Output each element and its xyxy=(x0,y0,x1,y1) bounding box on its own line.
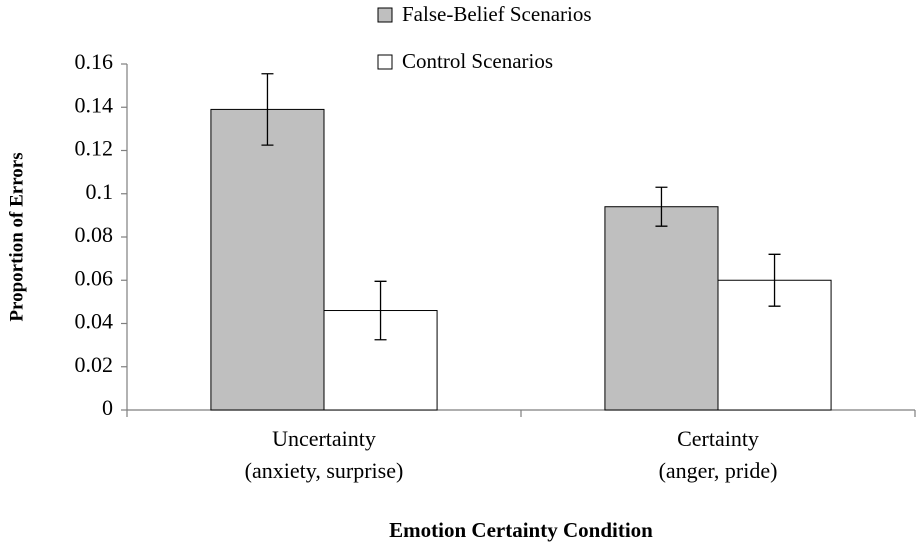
y-tick-label: 0.1 xyxy=(86,179,114,204)
x-tick-label: (anger, pride) xyxy=(659,458,778,483)
y-tick-label: 0.04 xyxy=(75,309,114,334)
x-tick-label: Uncertainty xyxy=(272,426,376,451)
legend-swatch xyxy=(377,54,393,70)
x-axis-title: Emotion Certainty Condition xyxy=(389,518,653,542)
x-tick-label: Certainty xyxy=(677,426,759,451)
y-tick-label: 0.12 xyxy=(75,136,114,161)
y-tick-label: 0.02 xyxy=(75,352,114,377)
y-tick-label: 0.06 xyxy=(75,265,114,290)
x-tick-label: (anxiety, surprise) xyxy=(245,458,404,483)
error-bar xyxy=(261,73,274,146)
y-tick-label: 0.08 xyxy=(75,222,114,247)
error-bar xyxy=(768,253,781,307)
legend-label: Control Scenarios xyxy=(402,49,553,73)
error-bar xyxy=(374,280,387,341)
bar xyxy=(604,206,719,411)
legend-swatch xyxy=(377,7,393,23)
y-tick-label: 0.16 xyxy=(75,49,114,74)
error-bar xyxy=(655,186,668,227)
legend-label: False-Belief Scenarios xyxy=(402,2,592,26)
y-tick-label: 0 xyxy=(102,395,113,420)
bar xyxy=(210,108,325,411)
y-axis-title: Proportion of Errors xyxy=(6,152,27,321)
y-tick-label: 0.14 xyxy=(75,92,114,117)
